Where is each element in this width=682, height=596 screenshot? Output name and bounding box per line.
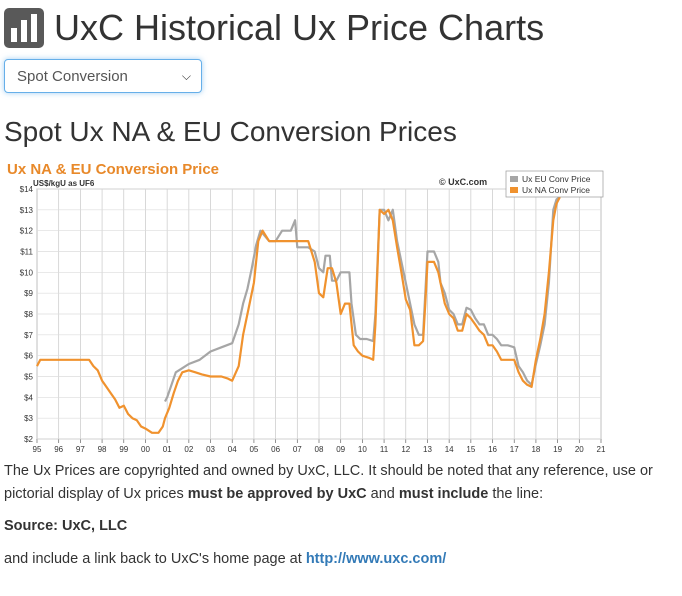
uxc-home-link[interactable]: http://www.uxc.com/ — [305, 551, 447, 567]
y-tick-label: $7 — [24, 331, 33, 340]
notice-bold-1: must be approved by UxC — [187, 486, 367, 502]
chevron-down-icon: ⌵ — [181, 68, 191, 83]
notice-text-1: The Ux Prices are copyrighted and owned … — [4, 463, 653, 502]
legend-swatch — [510, 176, 518, 182]
chart-svg: 95 96 97 98 99 00 01 02 03 04 05 06 07 08 09 10 11 12 13 14… — [7, 161, 606, 454]
x-tick-label: 14 — [445, 445, 454, 454]
y-tick-label: $2 — [24, 435, 33, 444]
x-tick-label: 08 — [315, 445, 324, 454]
y-tick-label: $9 — [24, 289, 33, 298]
y-tick-label: $14 — [20, 185, 34, 194]
x-tick-label: 95 — [33, 445, 42, 454]
x-tick-label: 96 — [54, 445, 63, 454]
x-tick-label: 97 — [76, 445, 85, 454]
bar-chart-icon — [4, 8, 44, 48]
x-tick-label: 16 — [488, 445, 497, 454]
y-tick-label: $11 — [20, 248, 33, 257]
x-tick-label: 10 — [358, 445, 367, 454]
x-tick-label: 03 — [206, 445, 215, 454]
y-tick-label: $10 — [20, 268, 34, 277]
legend-label: Ux EU Conv Price — [522, 174, 591, 184]
x-tick-label: 00 — [141, 445, 150, 454]
x-tick-label: 11 — [380, 445, 389, 454]
link-notice-text: and include a link back to UxC's home pa… — [4, 551, 306, 567]
notice-bold-2: must include — [398, 486, 489, 502]
legend-label: Ux NA Conv Price — [522, 185, 590, 195]
x-tick-label: 06 — [271, 445, 280, 454]
y-tick-label: $5 — [24, 373, 33, 382]
x-tick-label: 12 — [401, 445, 410, 454]
x-tick-label: 09 — [336, 445, 345, 454]
x-tick-label: 05 — [249, 445, 258, 454]
section-title: Spot Ux NA & EU Conversion Prices — [4, 116, 457, 147]
link-notice: and include a link back to UxC's home pa… — [4, 548, 678, 571]
select-value: Spot Conversion — [17, 67, 128, 85]
x-tick-label: 01 — [163, 445, 172, 454]
notice-text-2: and — [366, 486, 399, 502]
y-tick-label: $8 — [24, 310, 33, 319]
y-tick-label: $12 — [20, 227, 34, 236]
page-header: UxC Historical Ux Price Charts — [4, 6, 544, 50]
x-tick-label: 17 — [510, 445, 519, 454]
x-tick-label: 20 — [575, 445, 584, 454]
y-axis-label: US$/kgU as UF6 — [33, 179, 95, 188]
x-tick-label: 21 — [597, 445, 606, 454]
source-line: Source: UxC, LLC — [4, 518, 128, 534]
x-tick-label: 19 — [553, 445, 562, 454]
x-tick-label: 99 — [119, 445, 128, 454]
x-tick-label: 18 — [531, 445, 540, 454]
x-tick-label: 13 — [423, 445, 432, 454]
x-tick-label: 15 — [466, 445, 475, 454]
y-tick-label: $4 — [24, 393, 33, 402]
x-tick-label: 98 — [98, 445, 107, 454]
site-title: UxC Historical Ux Price Charts — [54, 7, 545, 48]
chart-copyright: © UxC.com — [439, 177, 487, 187]
copyright-notice: The Ux Prices are copyrighted and owned … — [4, 460, 678, 506]
chart-type-select[interactable]: Spot Conversion ⌵ — [4, 59, 202, 93]
legend-box — [505, 170, 604, 198]
series-line-na — [36, 196, 561, 434]
x-tick-label: 02 — [184, 445, 193, 454]
y-tick-label: $6 — [24, 352, 33, 361]
chart-title: Ux NA & EU Conversion Price — [7, 161, 219, 178]
x-tick-label: 04 — [228, 445, 237, 454]
series-line-eu — [164, 196, 561, 403]
x-tick-label: 07 — [293, 445, 302, 454]
y-tick-label: $13 — [20, 206, 34, 215]
notice-text-3: the line: — [488, 486, 544, 502]
y-tick-label: $3 — [24, 414, 33, 423]
conversion-price-chart: 95 96 97 98 99 00 01 02 03 04 05 06 07 08 09 10 11 12 13 14… — [3, 157, 607, 457]
legend-swatch — [510, 187, 518, 193]
